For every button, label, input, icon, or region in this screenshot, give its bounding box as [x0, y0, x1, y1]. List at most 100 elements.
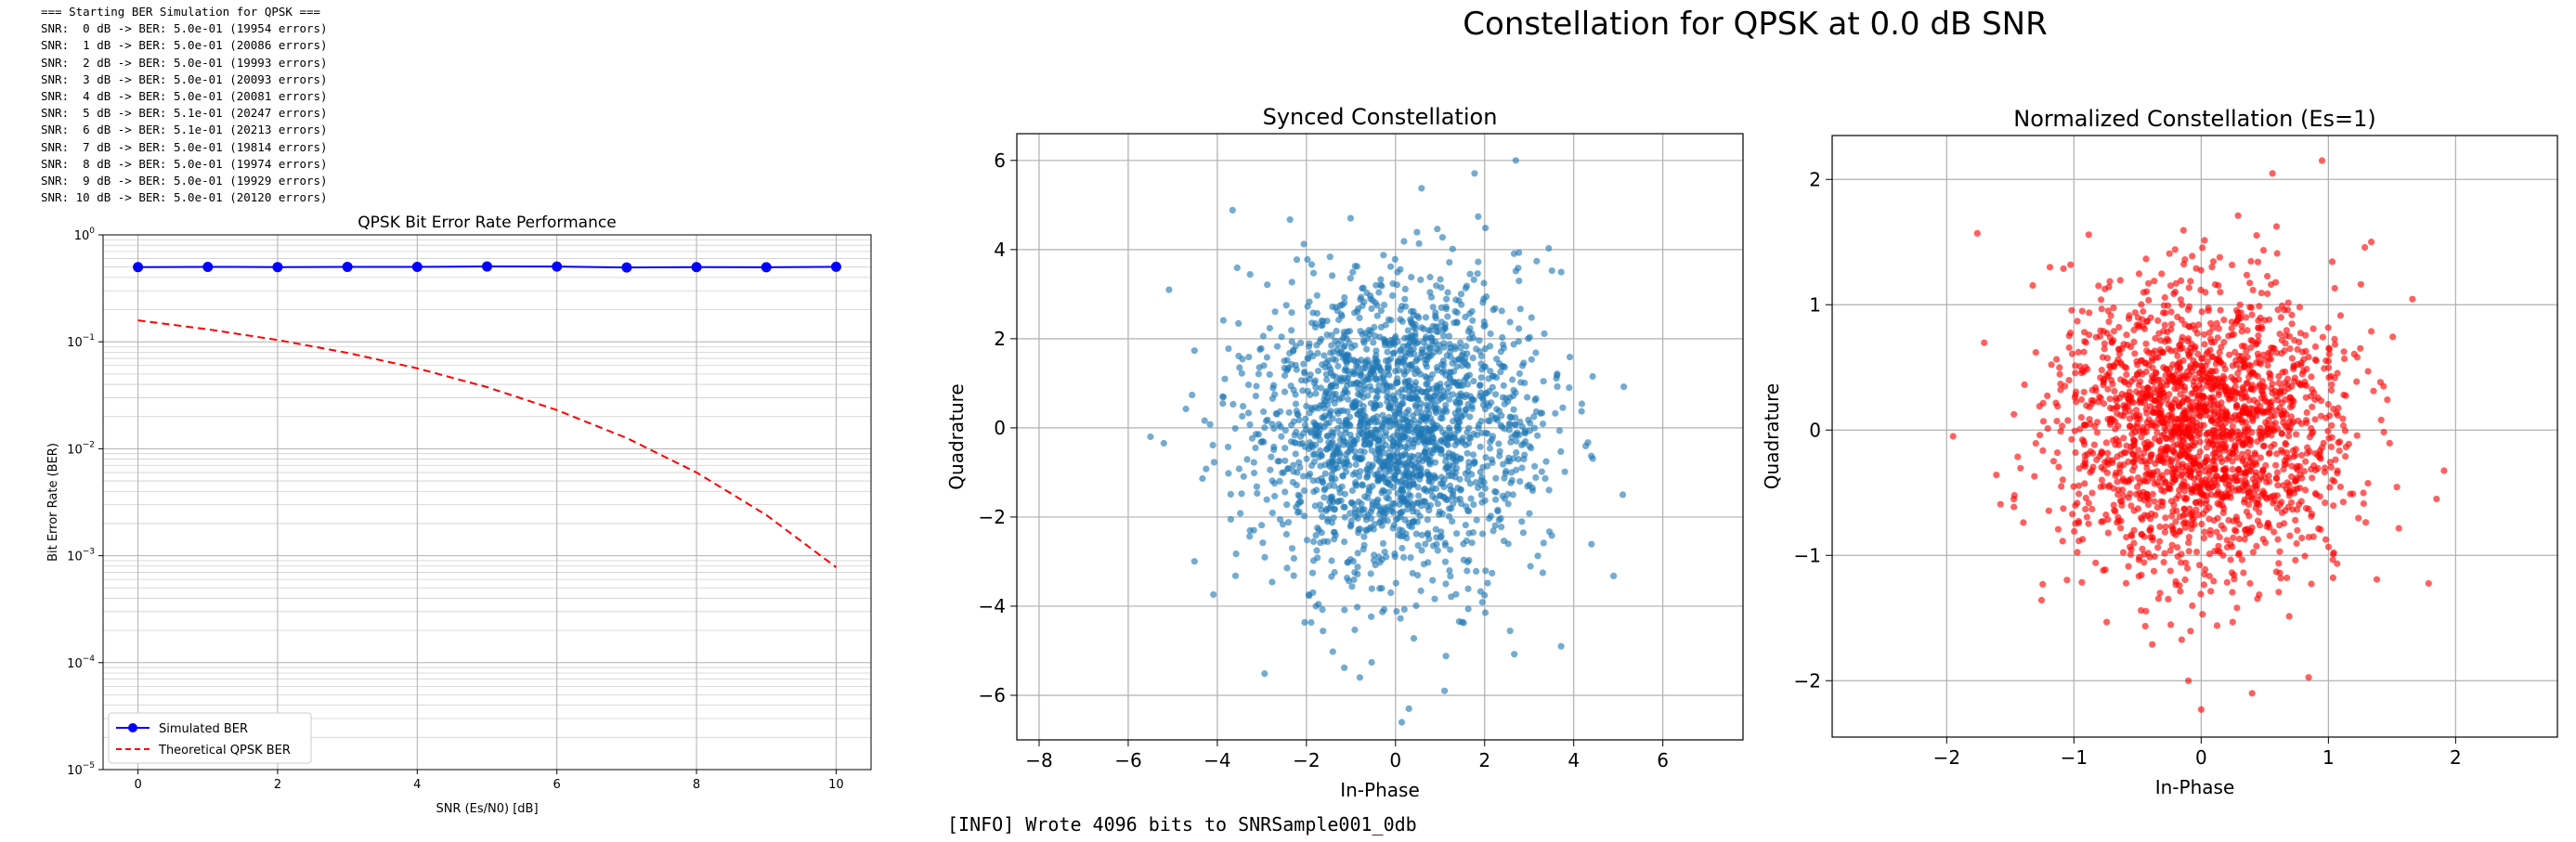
synced-point	[1500, 382, 1507, 389]
normalized-point	[2142, 607, 2150, 615]
normalized-point	[2261, 539, 2270, 547]
normalized-point	[2130, 338, 2138, 345]
synced-point	[1445, 332, 1452, 340]
synced-point	[1341, 293, 1348, 302]
synced-point	[1460, 556, 1467, 563]
synced-point	[1408, 524, 1416, 531]
synced-y-tick-label: −6	[979, 684, 1006, 706]
synced-point	[1295, 459, 1303, 466]
synced-point	[1382, 321, 1389, 329]
synced-point	[1470, 430, 1477, 437]
normalized-point	[2221, 436, 2229, 444]
normalized-point	[2156, 392, 2164, 399]
normalized-point	[2053, 356, 2061, 363]
normalized-point	[2125, 395, 2132, 403]
normalized-point	[2135, 323, 2142, 330]
synced-point	[1348, 486, 1356, 495]
normalized-point	[2147, 472, 2154, 479]
synced-point	[1301, 443, 1308, 450]
normalized-point	[2349, 490, 2357, 498]
normalized-point	[2253, 469, 2260, 476]
normalized-point	[2082, 339, 2089, 346]
synced-point	[1316, 436, 1324, 444]
normalized-point	[2243, 271, 2251, 279]
synced-point	[1443, 463, 1451, 471]
synced-point	[1367, 508, 1374, 516]
synced-point	[1312, 441, 1320, 448]
normalized-point	[2368, 328, 2375, 335]
normalized-point	[2196, 562, 2204, 569]
normalized-point	[2130, 326, 2138, 334]
normalized-point	[2140, 385, 2147, 393]
normalized-point	[1973, 229, 1981, 237]
synced-point	[1327, 366, 1334, 373]
normalized-point	[2168, 523, 2176, 530]
synced-point	[1516, 478, 1524, 486]
synced-point	[1424, 437, 1431, 445]
synced-point	[1426, 273, 1434, 281]
normalized-point	[2065, 332, 2073, 340]
normalized-point	[2236, 301, 2244, 308]
normalized-point	[2339, 421, 2348, 430]
normalized-point	[2336, 483, 2344, 491]
synced-point	[1269, 384, 1277, 392]
normalized-point	[2302, 347, 2309, 355]
synced-point	[1499, 333, 1506, 342]
synced-point	[1452, 379, 1460, 386]
synced-point	[1263, 496, 1270, 503]
normalized-point	[2090, 441, 2098, 448]
synced-point	[1434, 547, 1441, 554]
synced-point	[1381, 342, 1388, 349]
normalized-point	[2177, 472, 2184, 479]
normalized-point	[2229, 466, 2236, 473]
synced-point	[1441, 687, 1449, 694]
synced-point	[1340, 460, 1347, 468]
synced-point	[1396, 436, 1403, 444]
normalized-point	[2134, 420, 2141, 427]
synced-point	[1312, 532, 1320, 539]
synced-point	[1387, 356, 1395, 363]
synced-point	[1377, 368, 1385, 375]
synced-point	[1477, 443, 1484, 450]
synced-point	[1327, 494, 1334, 501]
normalized-point	[2254, 399, 2261, 407]
synced-point	[1413, 509, 1421, 516]
synced-point	[1387, 263, 1395, 270]
normalized-point	[2293, 431, 2300, 438]
synced-point	[1293, 256, 1301, 264]
normalized-point	[2353, 354, 2361, 361]
synced-point	[1390, 472, 1398, 479]
synced-point	[1332, 337, 1339, 344]
synced-point	[1288, 327, 1295, 334]
normalized-point	[2283, 460, 2290, 468]
synced-point	[1294, 509, 1302, 516]
synced-point	[1317, 447, 1324, 454]
normalized-point	[2325, 351, 2333, 358]
normalized-point	[2283, 327, 2290, 334]
normalized-point	[2256, 303, 2263, 310]
synced-point	[1257, 438, 1265, 446]
x-tick-label: 6	[553, 778, 561, 792]
synced-point	[1557, 642, 1565, 650]
legend-box	[108, 712, 312, 764]
synced-point	[1357, 506, 1364, 513]
normalized-point	[2158, 270, 2166, 278]
synced-point	[1559, 404, 1567, 411]
normalized-point	[2077, 414, 2085, 421]
normalized-point	[2032, 349, 2039, 356]
synced-point	[1471, 170, 1478, 177]
normalized-point	[2106, 416, 2114, 423]
synced-point	[1347, 214, 1354, 222]
synced-point	[1342, 425, 1349, 433]
normalized-point	[2353, 432, 2361, 439]
normalized-point	[2244, 327, 2251, 334]
synced-point	[1189, 391, 1196, 399]
synced-point	[1300, 240, 1308, 248]
normalized-point	[2166, 282, 2175, 290]
normalized-point	[2239, 419, 2246, 426]
normalized-point	[2150, 421, 2157, 429]
synced-point	[1344, 408, 1351, 415]
normalized-point	[2312, 491, 2320, 499]
normalized-point	[2179, 227, 2187, 234]
normalized-point	[2140, 476, 2147, 485]
